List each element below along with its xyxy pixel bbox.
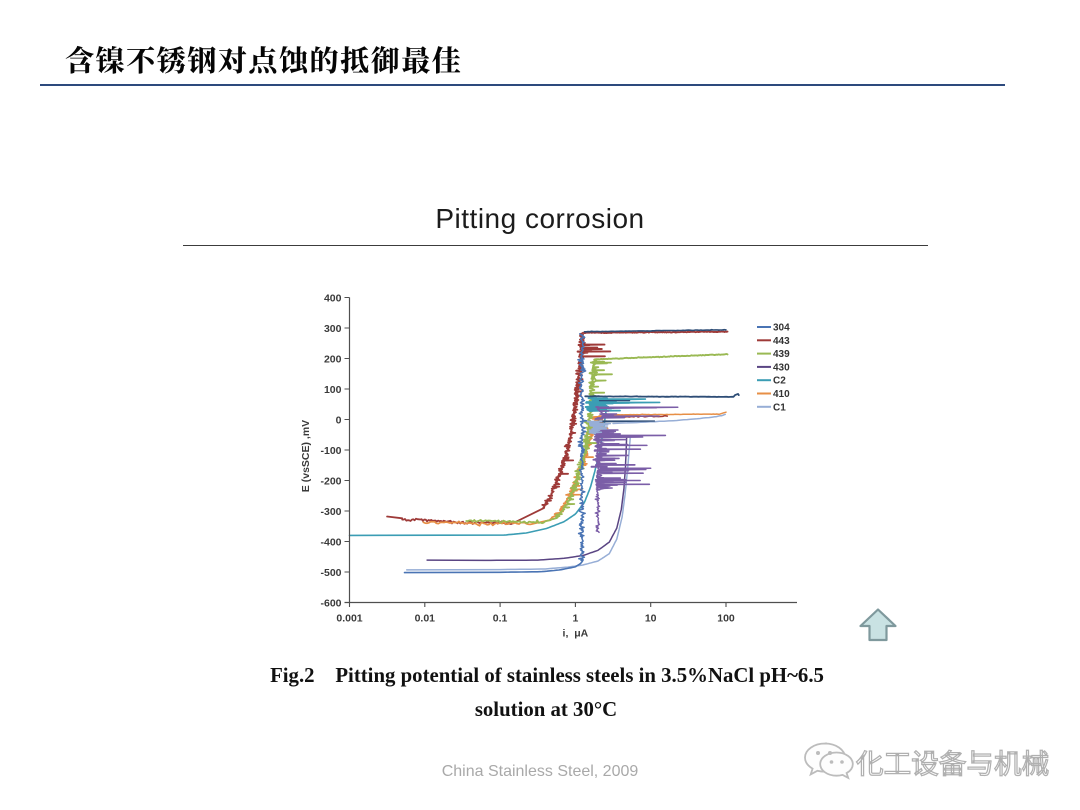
svg-text:1: 1 bbox=[572, 613, 578, 625]
svg-text:-200: -200 bbox=[320, 475, 341, 487]
svg-text:430: 430 bbox=[773, 362, 790, 373]
svg-text:-400: -400 bbox=[320, 536, 341, 548]
svg-text:100: 100 bbox=[324, 384, 342, 396]
svg-text:410: 410 bbox=[773, 389, 790, 400]
svg-text:-500: -500 bbox=[320, 567, 341, 579]
svg-text:i, μA: i, μA bbox=[563, 628, 589, 640]
svg-text:-600: -600 bbox=[320, 597, 341, 609]
svg-text:300: 300 bbox=[324, 323, 342, 335]
svg-text:0.001: 0.001 bbox=[336, 613, 362, 625]
svg-text:C1: C1 bbox=[773, 402, 786, 413]
svg-text:-100: -100 bbox=[320, 445, 341, 457]
svg-text:439: 439 bbox=[773, 349, 790, 360]
svg-text:443: 443 bbox=[773, 336, 790, 347]
svg-text:10: 10 bbox=[645, 613, 657, 625]
svg-text:C2: C2 bbox=[773, 376, 786, 387]
svg-text:200: 200 bbox=[324, 353, 342, 365]
svg-text:100: 100 bbox=[717, 613, 735, 625]
svg-text:304: 304 bbox=[773, 323, 790, 334]
svg-text:0: 0 bbox=[336, 414, 342, 426]
svg-text:E (vsSCE) ,mV: E (vsSCE) ,mV bbox=[300, 420, 312, 492]
svg-text:0.1: 0.1 bbox=[493, 613, 508, 625]
svg-text:400: 400 bbox=[324, 292, 342, 304]
svg-text:-300: -300 bbox=[320, 506, 341, 518]
svg-text:0.01: 0.01 bbox=[415, 613, 436, 625]
